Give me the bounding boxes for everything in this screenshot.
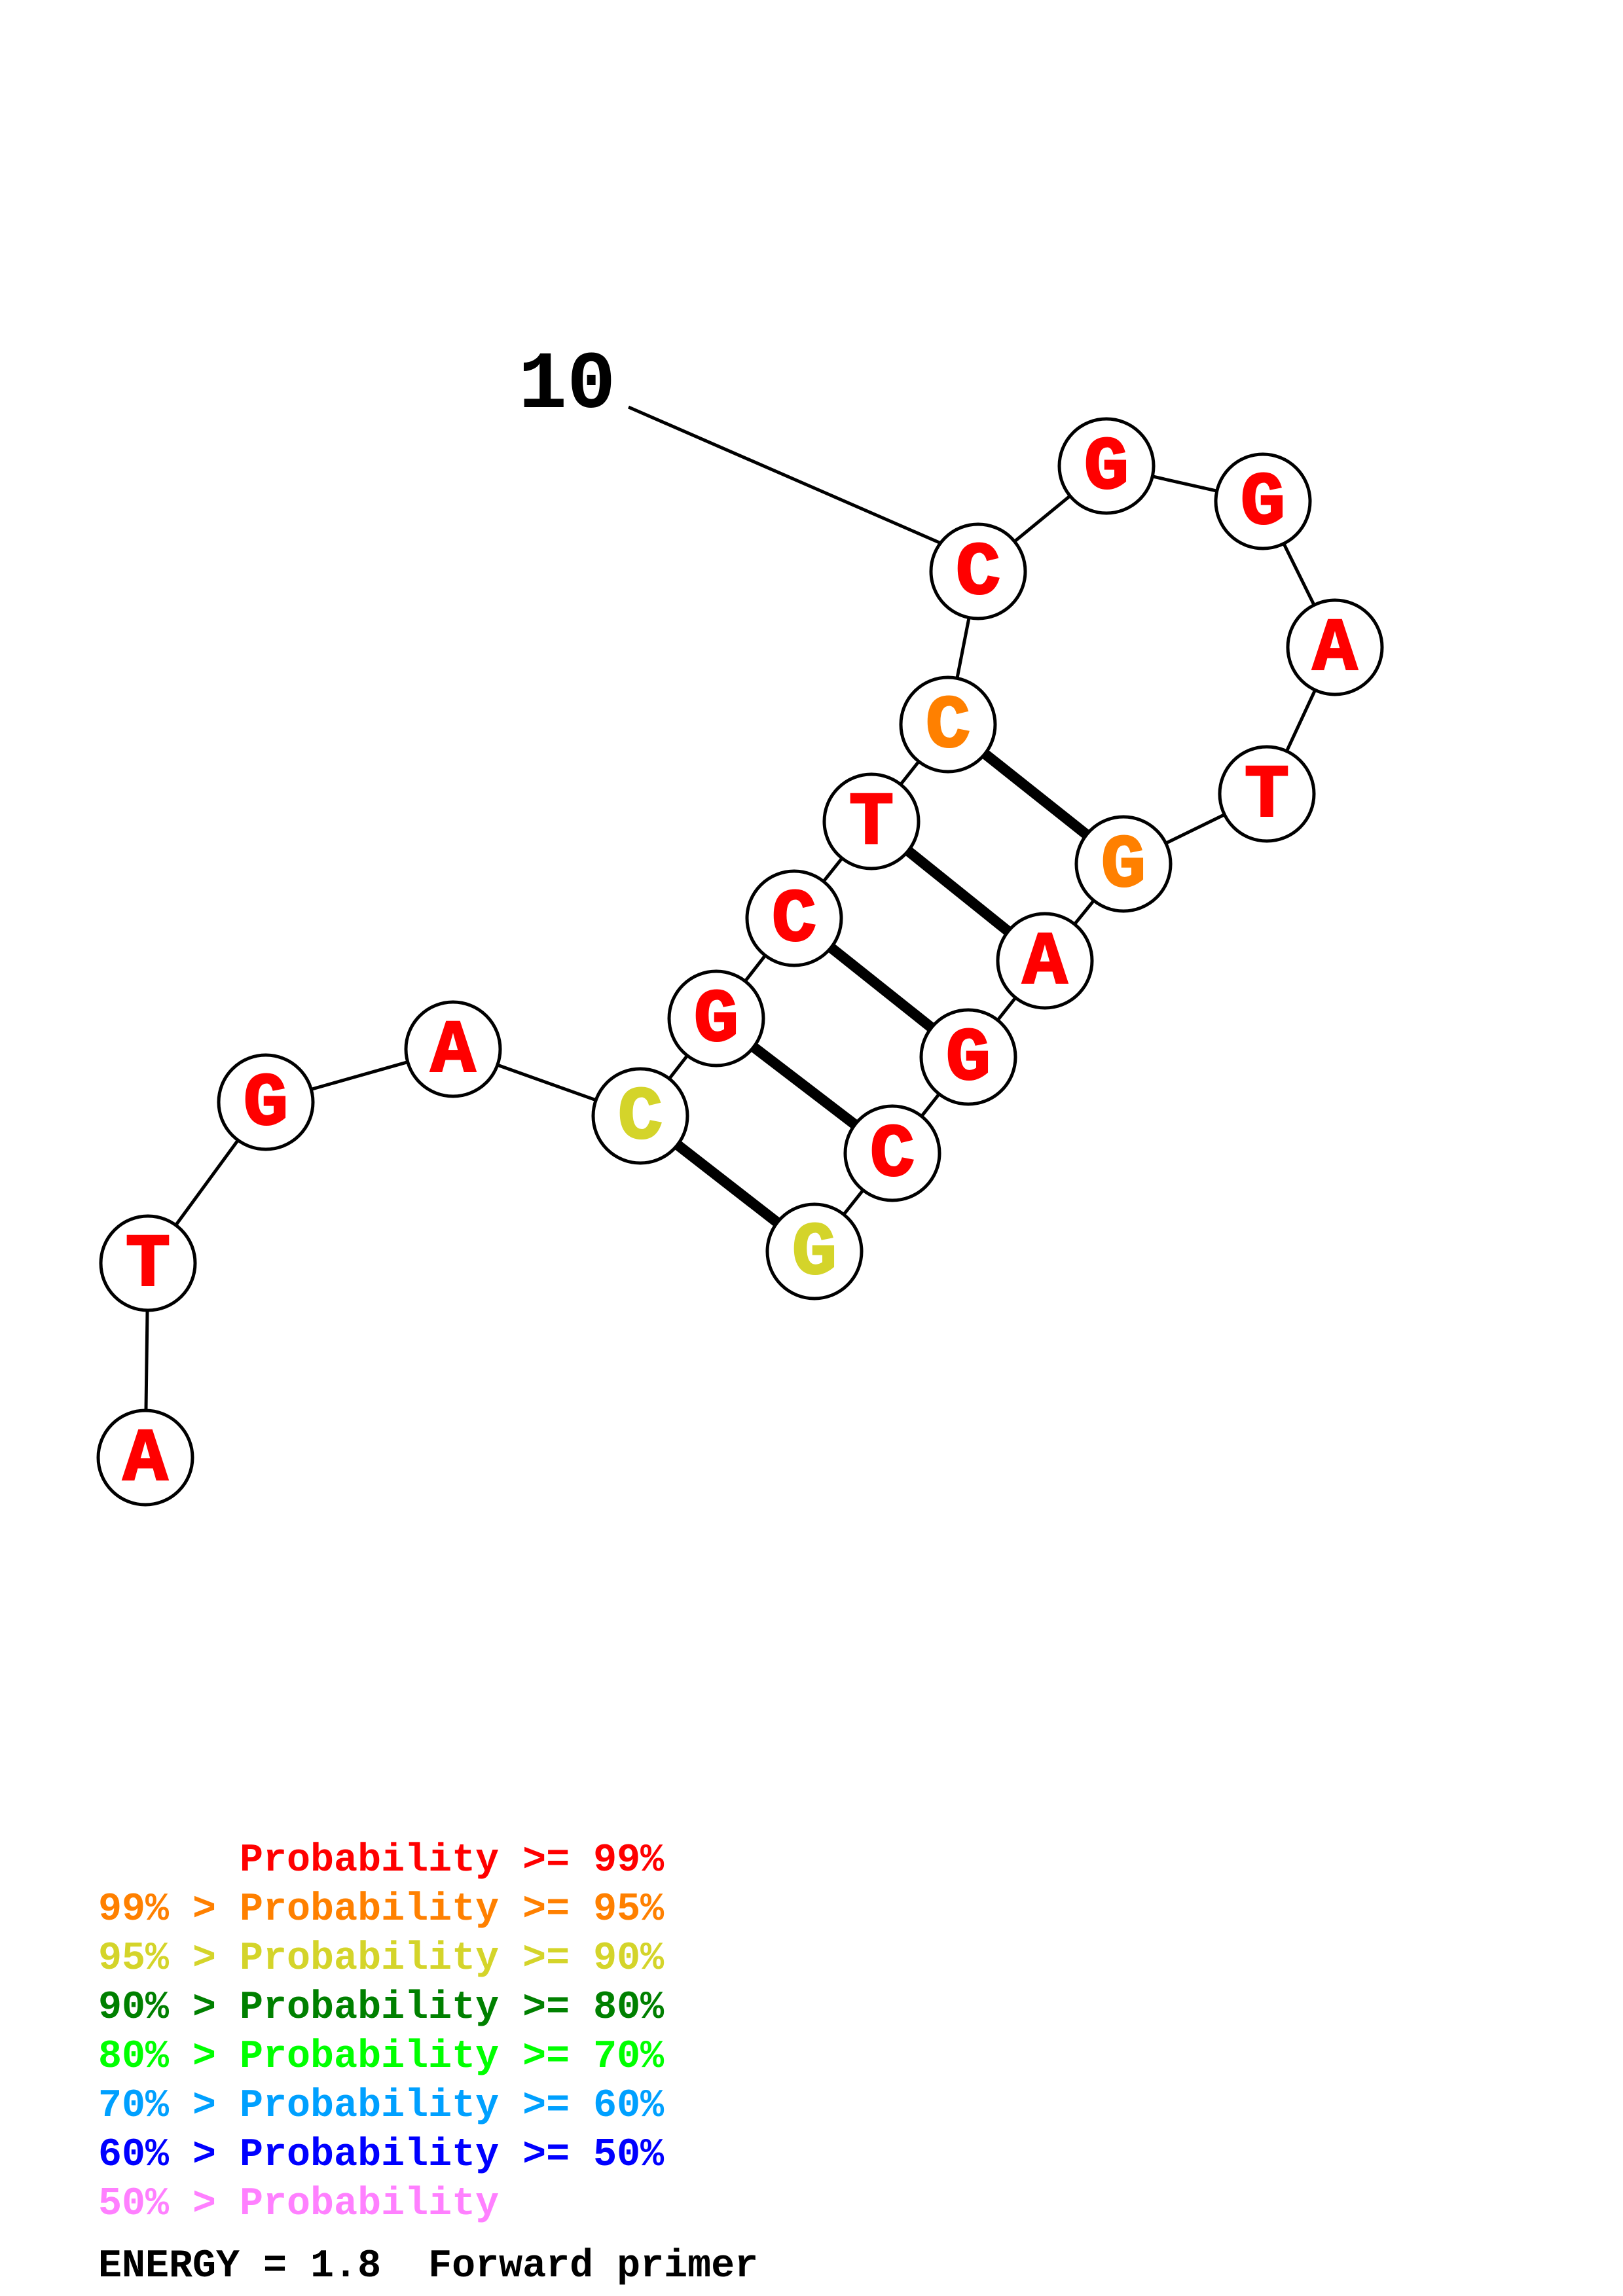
nucleotide-letter: C — [772, 879, 816, 963]
nucleotide-circle — [745, 869, 843, 967]
nucleotide-circle — [96, 1408, 194, 1507]
nucleotide-node: G — [217, 1053, 315, 1151]
legend-line-8: 50% > Probability — [98, 2182, 499, 2227]
legend-line-6: 70% > Probability >= 60% — [98, 2084, 665, 2128]
legend-line-5: 80% > Probability >= 70% — [98, 2035, 665, 2079]
nucleotide-node: A — [1286, 598, 1384, 696]
nucleotide-letter: T — [1245, 755, 1289, 839]
nucleotide-circle — [1057, 417, 1156, 515]
nucleotide-circle — [1074, 815, 1173, 913]
nucleotide-letter: T — [126, 1224, 170, 1308]
nucleotide-letter: C — [926, 685, 970, 770]
nucleotide-node: G — [919, 1008, 1017, 1106]
nucleotide-circle — [1286, 598, 1384, 696]
backbone-layer — [143, 464, 1337, 1458]
nucleotide-node: T — [822, 772, 921, 870]
nucleotide-node: A — [996, 912, 1094, 1010]
nucleotide-circle — [591, 1067, 689, 1165]
legend-line-1: Probability >= 99% — [98, 1839, 665, 1883]
nucleotide-circle — [404, 1000, 502, 1098]
nucleotide-letter: G — [694, 979, 739, 1064]
nucleotide-letter: G — [1084, 427, 1129, 511]
nucleotide-circle — [929, 522, 1027, 620]
nucleotide-circle — [667, 969, 765, 1067]
nucleotide-node: G — [667, 969, 765, 1067]
nucleotide-letter: A — [123, 1418, 168, 1503]
nucleotide-circle — [217, 1053, 315, 1151]
nucleotide-node: C — [591, 1067, 689, 1165]
legend-line-3: 95% > Probability >= 90% — [98, 1937, 665, 1981]
nucleotide-circle — [765, 1202, 864, 1300]
nucleotide-node: C — [899, 675, 997, 774]
nucleotide-letter: C — [870, 1114, 915, 1198]
nucleotide-node: C — [745, 869, 843, 967]
nucleotide-node: A — [96, 1408, 194, 1507]
position-label-leader — [628, 405, 946, 547]
nucleotide-node: A — [404, 1000, 502, 1098]
nucleotide-circle — [919, 1008, 1017, 1106]
nucleotide-letter: A — [431, 1010, 476, 1094]
nucleotide-letter: G — [1241, 462, 1285, 547]
nucleotide-letter: G — [244, 1063, 288, 1147]
nucleotide-letter: C — [956, 532, 1000, 617]
nucleotide-letter: A — [1023, 922, 1068, 1006]
nucleotide-letter: G — [1101, 825, 1146, 909]
legend-line-7: 60% > Probability >= 50% — [98, 2133, 665, 2178]
nucleotide-letter: T — [849, 782, 894, 867]
nucleotide-node: G — [1214, 452, 1312, 550]
nucleotide-letter: G — [946, 1018, 991, 1102]
legend-line-4: 90% > Probability >= 80% — [98, 1986, 665, 2030]
nucleotide-letter: G — [792, 1212, 837, 1297]
nucleotide-node: G — [1074, 815, 1173, 913]
nucleotide-circle — [843, 1104, 941, 1202]
probability-legend: Probability >= 99% 99% > Probability >= … — [98, 1839, 758, 2289]
legend-line-2: 99% > Probability >= 95% — [98, 1888, 665, 1932]
position-label-10: 10 — [519, 340, 616, 432]
nucleotide-node: T — [1218, 745, 1316, 843]
energy-line: ENERGY = 1.8 Forward primer — [98, 2244, 758, 2289]
nucleotide-node: G — [765, 1202, 864, 1300]
nucleotide-node: G — [1057, 417, 1156, 515]
nucleotide-node: C — [929, 522, 1027, 620]
nucleotide-circle — [899, 675, 997, 774]
nucleotide-letter: A — [1313, 608, 1358, 692]
nucleotide-circle — [1214, 452, 1312, 550]
nucleotide-circle — [822, 772, 921, 870]
nucleotide-circle — [1218, 745, 1316, 843]
nucleotide-letter: C — [618, 1077, 663, 1161]
nucleotide-node: C — [843, 1104, 941, 1202]
nucleotide-circle — [996, 912, 1094, 1010]
nucleotide-node: T — [99, 1214, 197, 1312]
position-label-layer: 10 — [519, 340, 946, 547]
nucleotide-circle — [99, 1214, 197, 1312]
